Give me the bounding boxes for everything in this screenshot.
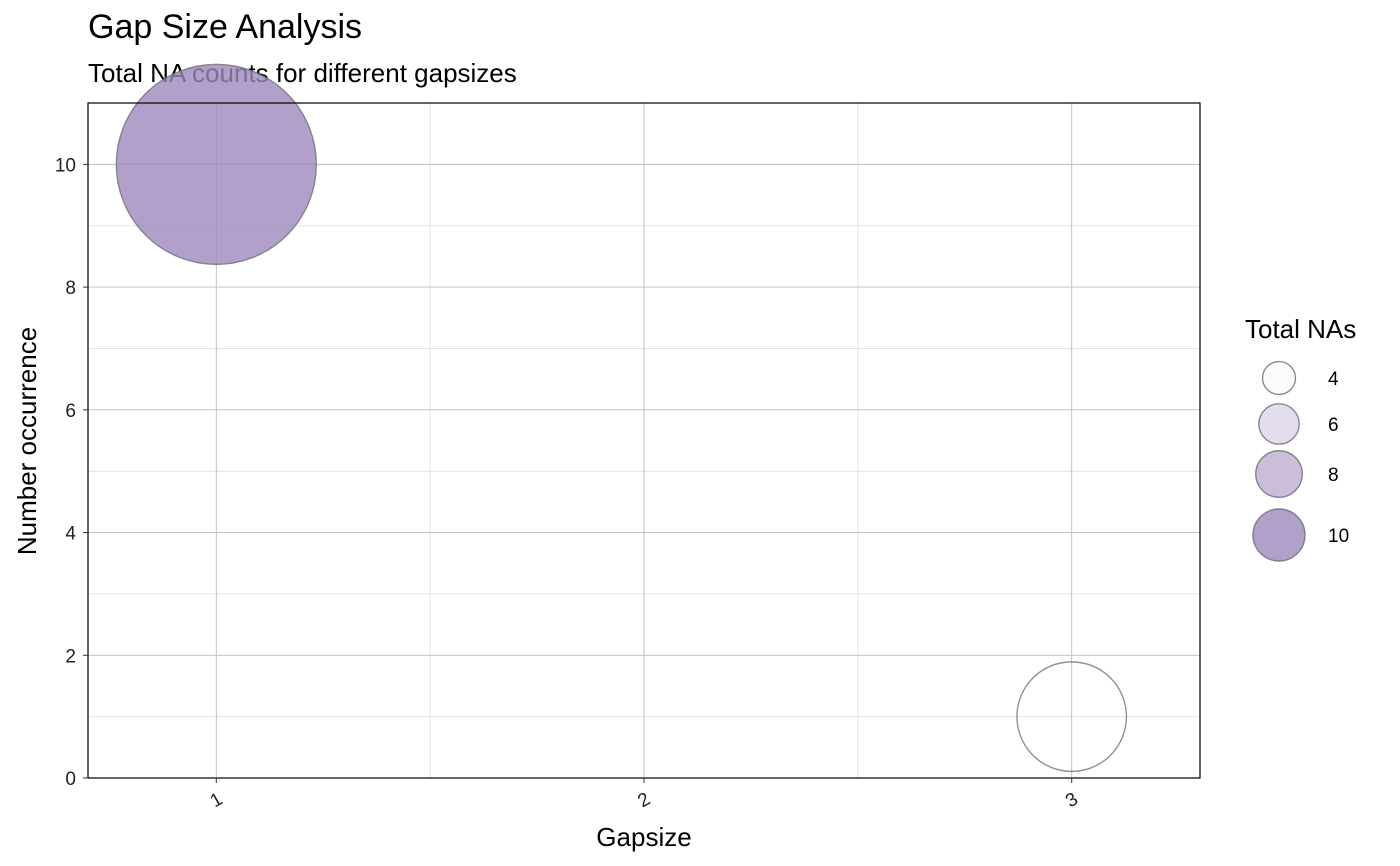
- legend-key: [1261, 360, 1297, 396]
- y-tick-label: 6: [65, 401, 76, 422]
- chart-title: Gap Size Analysis: [88, 8, 363, 46]
- legend-label: 6: [1328, 415, 1339, 436]
- y-axis: 0 2 4 6 8 10: [55, 155, 88, 790]
- legend: Total NAs 4 6 8 10: [1245, 314, 1356, 562]
- legend-key: [1255, 450, 1303, 498]
- y-tick-label: 8: [65, 278, 76, 299]
- data-point: [1016, 661, 1128, 773]
- x-axis: 1 2 3: [207, 778, 1082, 812]
- x-tick-label: 2: [634, 789, 654, 812]
- data-points: [115, 63, 1128, 773]
- y-tick-label: 2: [65, 646, 76, 667]
- y-tick-label: 10: [55, 155, 76, 176]
- y-axis-title: Number occurrence: [12, 327, 42, 555]
- legend-label: 4: [1328, 369, 1339, 390]
- legend-key: [1252, 508, 1306, 562]
- legend-label: 10: [1328, 526, 1349, 547]
- y-tick-label: 0: [65, 769, 76, 790]
- data-point: [115, 63, 318, 266]
- legend-key: [1258, 403, 1300, 445]
- x-tick-label: 1: [207, 789, 227, 812]
- legend-label: 8: [1328, 465, 1339, 486]
- legend-title: Total NAs: [1245, 314, 1356, 344]
- x-tick-label: 3: [1062, 789, 1082, 812]
- x-axis-title: Gapsize: [596, 822, 691, 852]
- y-tick-label: 4: [65, 524, 76, 545]
